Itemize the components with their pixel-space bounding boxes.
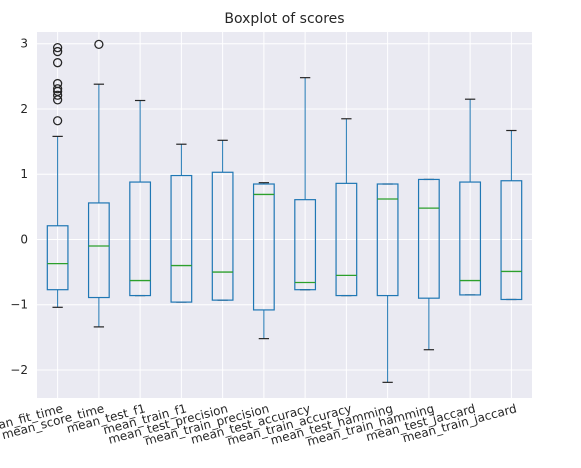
chart-title: Boxplot of scores (224, 11, 344, 27)
y-tick-label: 0 (20, 232, 28, 246)
y-tick-label: 2 (20, 102, 28, 116)
y-tick-label: 3 (20, 37, 28, 51)
x-axis-ticks: mean_fit_timemean_score_timemean_test_f1… (0, 401, 518, 448)
y-axis-ticks: −2 −1 0 1 2 3 (10, 37, 28, 377)
y-tick-label: −1 (10, 298, 28, 312)
y-tick-label: −2 (10, 363, 28, 377)
plot-area (37, 32, 532, 398)
y-tick-label: 1 (20, 167, 28, 181)
